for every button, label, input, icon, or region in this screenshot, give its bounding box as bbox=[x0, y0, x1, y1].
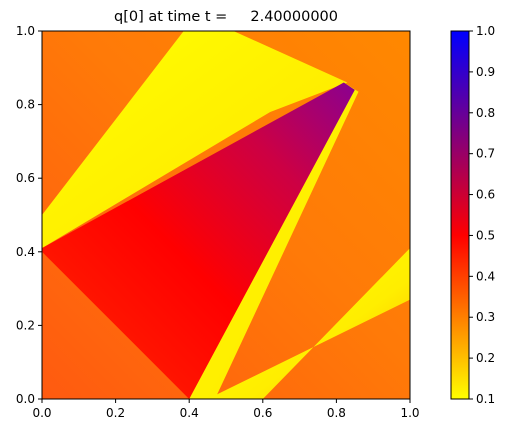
colorbar-tick-label: 0.1 bbox=[476, 392, 495, 406]
y-axis: 0.0 0.2 0.4 0.6 0.8 1.0 bbox=[16, 24, 42, 406]
plot-area bbox=[42, 31, 410, 399]
colorbar-tick-label: 0.5 bbox=[476, 228, 495, 242]
chart-title: q[0] at time t = 2.40000000 bbox=[114, 9, 338, 25]
x-tick-label: 0.8 bbox=[327, 406, 346, 420]
y-tick-label: 0.2 bbox=[16, 318, 35, 332]
y-tick-label: 0.8 bbox=[16, 98, 35, 112]
x-tick-label: 0.2 bbox=[106, 406, 125, 420]
colorbar-tick-label: 0.9 bbox=[476, 65, 495, 79]
y-tick-label: 0.6 bbox=[16, 171, 35, 185]
y-tick-label: 0.0 bbox=[16, 392, 35, 406]
colorbar-tick-label: 0.8 bbox=[476, 106, 495, 120]
colorbar-axis: 0.1 0.2 0.3 0.4 0.5 0.6 0.7 0.8 0.9 1.0 bbox=[469, 24, 495, 406]
colorbar bbox=[450, 30, 470, 400]
colorbar-tick-label: 1.0 bbox=[476, 24, 495, 38]
central-wedge bbox=[42, 82, 355, 399]
colorbar-tick-label: 0.4 bbox=[476, 269, 495, 283]
y-tick-label: 1.0 bbox=[16, 24, 35, 38]
x-tick-label: 0.6 bbox=[253, 406, 272, 420]
x-tick-label: 1.0 bbox=[400, 406, 419, 420]
x-axis: 0.0 0.2 0.4 0.6 0.8 1.0 bbox=[32, 399, 420, 420]
colorbar-tick-label: 0.2 bbox=[476, 351, 495, 365]
y-tick-label: 0.4 bbox=[16, 245, 35, 259]
colorbar-tick-label: 0.6 bbox=[476, 188, 495, 202]
x-tick-label: 0.4 bbox=[180, 406, 199, 420]
x-tick-label: 0.0 bbox=[32, 406, 51, 420]
yellow-band-upper-left bbox=[42, 31, 348, 249]
plot-frame bbox=[41, 30, 411, 400]
colorbar-tick-label: 0.7 bbox=[476, 147, 495, 161]
colorbar-tick-label: 0.3 bbox=[476, 310, 495, 324]
